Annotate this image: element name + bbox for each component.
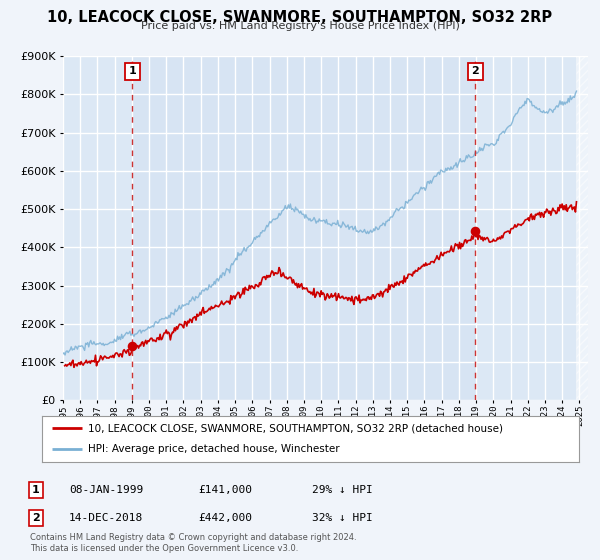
Text: HPI: Average price, detached house, Winchester: HPI: Average price, detached house, Winc… [88, 445, 339, 455]
Text: 08-JAN-1999: 08-JAN-1999 [69, 485, 143, 495]
Text: £141,000: £141,000 [198, 485, 252, 495]
Point [470, 227, 480, 236]
Text: 29% ↓ HPI: 29% ↓ HPI [312, 485, 373, 495]
Text: 32% ↓ HPI: 32% ↓ HPI [312, 513, 373, 523]
Bar [577, 56, 588, 400]
Point [128, 342, 137, 351]
Text: 2: 2 [32, 513, 40, 523]
Text: 10, LEACOCK CLOSE, SWANMORE, SOUTHAMPTON, SO32 2RP (detached house): 10, LEACOCK CLOSE, SWANMORE, SOUTHAMPTON… [88, 423, 503, 433]
Text: 2: 2 [472, 67, 479, 77]
Text: 1: 1 [128, 67, 136, 77]
Text: Contains HM Land Registry data © Crown copyright and database right 2024.
This d: Contains HM Land Registry data © Crown c… [30, 533, 356, 553]
Text: £442,000: £442,000 [198, 513, 252, 523]
Text: 10, LEACOCK CLOSE, SWANMORE, SOUTHAMPTON, SO32 2RP: 10, LEACOCK CLOSE, SWANMORE, SOUTHAMPTON… [47, 10, 553, 25]
Text: Price paid vs. HM Land Registry's House Price Index (HPI): Price paid vs. HM Land Registry's House … [140, 21, 460, 31]
Text: 1: 1 [32, 485, 40, 495]
Text: 14-DEC-2018: 14-DEC-2018 [69, 513, 143, 523]
Bar [133, 56, 475, 400]
